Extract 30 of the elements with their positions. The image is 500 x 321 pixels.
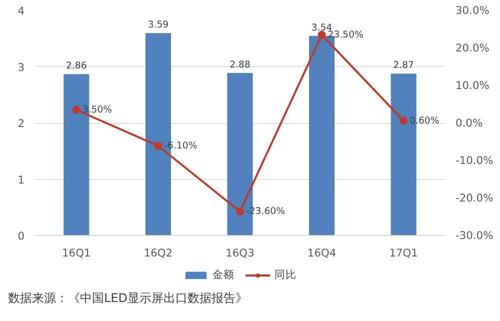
x-tick-label: 16Q4 xyxy=(307,246,336,260)
x-tick-label: 16Q3 xyxy=(226,246,254,260)
point xyxy=(72,106,80,114)
y2-tick-label: -20.0% xyxy=(456,192,494,204)
point xyxy=(400,116,408,125)
y-tick-label: 0 xyxy=(18,230,25,242)
y2-tick-label: 30.0% xyxy=(456,4,490,17)
x-tick-label: 16Q2 xyxy=(144,246,173,260)
y2-tick-label: 0.0% xyxy=(456,116,483,130)
y2-tick-label: 20.0% xyxy=(456,42,490,54)
point xyxy=(154,142,162,150)
x-tick-label: 16Q1 xyxy=(62,246,91,260)
y-tick-label: 4 xyxy=(18,4,25,18)
x-tick-label: 17Q1 xyxy=(389,246,418,260)
point xyxy=(318,30,326,39)
point xyxy=(236,208,244,216)
source-note: 数据来源：《中国LED显示屏出口数据报告》 xyxy=(8,290,248,307)
y-tick-label: 2 xyxy=(18,117,24,130)
y2-tick-label: 10.0% xyxy=(456,79,490,92)
y-tick-label: 3 xyxy=(18,60,24,74)
y2-tick-label: -30.0% xyxy=(456,229,494,242)
data-label: 2.86 xyxy=(66,60,87,72)
y-tick-label: 1 xyxy=(18,173,24,186)
legend-label: 同比 xyxy=(274,268,296,282)
data-label: 2.88 xyxy=(230,60,250,70)
y2-tick-label: -10.0% xyxy=(456,154,494,167)
legend-label: 金额 xyxy=(212,268,234,282)
data-label: 23.50% xyxy=(328,29,364,40)
data-label: 2.87 xyxy=(393,60,414,72)
data-label: 3.59 xyxy=(148,20,169,31)
